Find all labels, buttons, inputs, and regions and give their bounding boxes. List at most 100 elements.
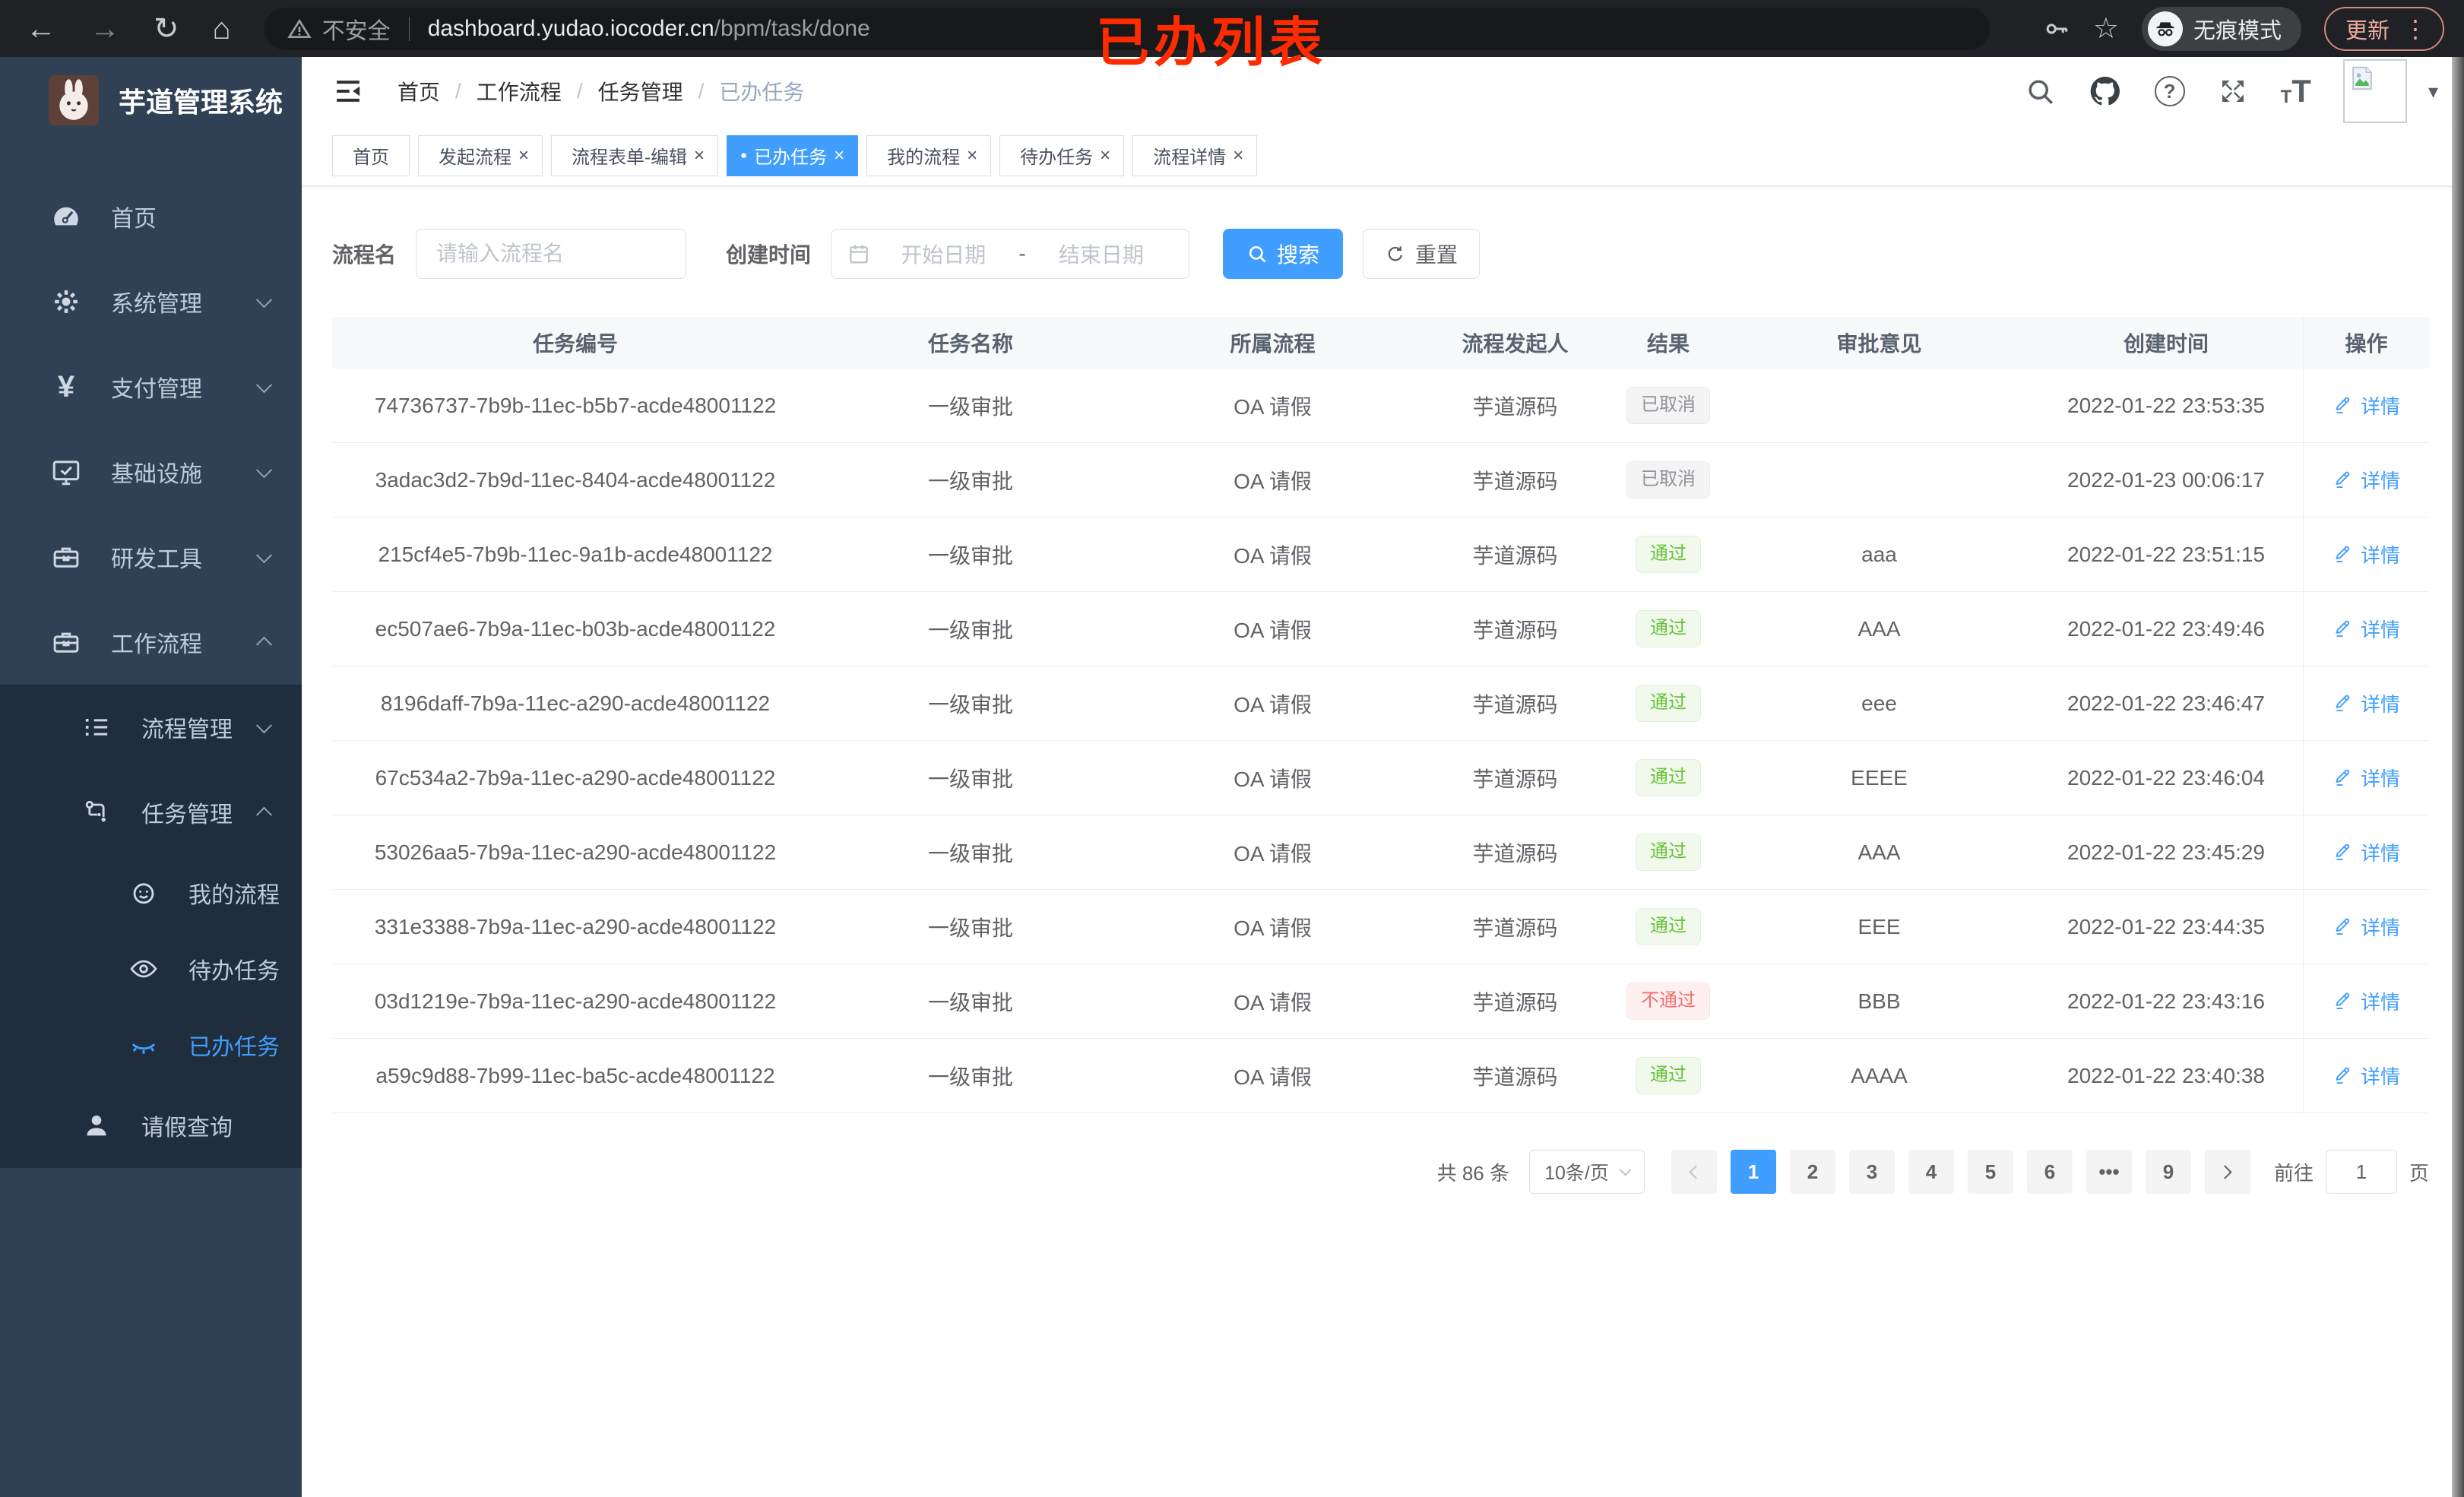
tags-view: 首页 发起流程 × 流程表单-编辑 × ● 已办任务 × 我的流程 × 待办任务 × 流程详…: [302, 125, 2464, 186]
avatar[interactable]: [2342, 59, 2407, 123]
tab-close-icon[interactable]: ×: [967, 144, 978, 166]
status-badge: 已取消: [1626, 461, 1710, 498]
create-time-cell: 2022-01-23 00:06:17: [2067, 467, 2265, 492]
sidebar-item-home[interactable]: 首页: [0, 174, 302, 259]
tab[interactable]: 流程详情 ×: [1132, 135, 1258, 176]
tab-close-icon[interactable]: ×: [834, 144, 845, 166]
search-button[interactable]: 搜索: [1223, 229, 1344, 279]
sidebar-item-todo-tasks[interactable]: 待办任务: [0, 931, 302, 1007]
detail-link[interactable]: 详情: [2333, 540, 2400, 568]
tab-close-icon[interactable]: ×: [694, 144, 705, 166]
search-button-label: 搜索: [1277, 243, 1320, 267]
address-bar[interactable]: 不安全 dashboard.yudao.iocoder.cn/bpm/task/…: [264, 7, 1990, 50]
end-date-placeholder[interactable]: 结束日期: [1058, 243, 1144, 267]
tab[interactable]: 流程表单-编辑 ×: [551, 135, 719, 176]
sidebar-item-system[interactable]: 系统管理: [0, 259, 302, 344]
next-page-button[interactable]: [2204, 1150, 2250, 1194]
detail-link[interactable]: 详情: [2333, 987, 2400, 1015]
tab[interactable]: 待办任务 ×: [999, 135, 1125, 176]
app-title: 芋道管理系统: [119, 87, 283, 118]
page-number-button[interactable]: •••: [2086, 1150, 2132, 1194]
sidebar-item-done-tasks[interactable]: 已办任务: [0, 1007, 302, 1083]
detail-link[interactable]: 详情: [2333, 1062, 2400, 1090]
sidebar-item-infrastructure[interactable]: 基础设施: [0, 429, 302, 514]
starter-cell: 芋道源码: [1472, 916, 1558, 940]
toolbox-icon: [49, 626, 84, 658]
detail-link[interactable]: 详情: [2333, 689, 2400, 717]
reset-button[interactable]: 重置: [1363, 229, 1481, 279]
fullscreen-icon[interactable]: [2217, 75, 2249, 107]
update-button[interactable]: 更新 ⋮: [2323, 6, 2444, 51]
caret-down-icon[interactable]: ▾: [2428, 79, 2438, 103]
table-row: 215cf4e5-7b9b-11ec-9a1b-acde48001122 一级审…: [332, 517, 2429, 592]
tab-close-icon[interactable]: ×: [518, 144, 530, 166]
detail-link[interactable]: 详情: [2333, 391, 2400, 419]
sidebar-collapse-icon[interactable]: [332, 75, 364, 107]
tab-close-icon[interactable]: ×: [1100, 144, 1111, 166]
status-badge: 通过: [1636, 610, 1701, 647]
prev-page-button[interactable]: [1671, 1150, 1717, 1194]
tab[interactable]: 首页: [332, 135, 410, 176]
sidebar-item-my-process[interactable]: 我的流程: [0, 855, 302, 931]
create-time-cell: 2022-01-22 23:43:16: [2067, 989, 2265, 1013]
page-number-button[interactable]: 4: [1908, 1150, 1954, 1194]
user-icon: [79, 1110, 114, 1141]
process-name-input[interactable]: [416, 229, 687, 279]
bookmark-star-icon[interactable]: ☆: [2092, 13, 2119, 45]
detail-link[interactable]: 详情: [2333, 466, 2400, 494]
sidebar-item-payment[interactable]: ¥ 支付管理: [0, 344, 302, 429]
github-icon[interactable]: [2088, 74, 2123, 109]
sidebar-item-workflow[interactable]: 工作流程: [0, 600, 302, 685]
column-header: 结果: [1646, 332, 1690, 356]
detail-link[interactable]: 详情: [2333, 838, 2400, 866]
browser-home-button[interactable]: ⌂: [212, 11, 231, 46]
help-icon[interactable]: ?: [2154, 76, 2185, 106]
key-icon[interactable]: [2043, 15, 2070, 43]
flow-icon: [79, 797, 114, 828]
table-body: 74736737-7b9b-11ec-b5b7-acde48001122 一级审…: [332, 369, 2429, 1113]
browser-reload-button[interactable]: ↻: [154, 11, 179, 46]
sidebar-item-devtools[interactable]: 研发工具: [0, 514, 302, 600]
detail-link[interactable]: 详情: [2333, 913, 2400, 941]
filter-form: 流程名 创建时间 开始日期 - 结束日期 搜索 重置: [332, 229, 2464, 279]
breadcrumb-home[interactable]: 首页: [397, 81, 441, 104]
breadcrumb-workflow[interactable]: 工作流程: [476, 81, 562, 104]
sidebar-item-leave-query[interactable]: 请假查询: [0, 1083, 302, 1168]
page-number-button[interactable]: 3: [1848, 1150, 1895, 1194]
start-date-placeholder[interactable]: 开始日期: [901, 243, 987, 267]
tab[interactable]: ● 已办任务 ×: [727, 135, 859, 176]
page-number-button[interactable]: 1: [1730, 1150, 1776, 1194]
incognito-icon: [2147, 11, 2183, 46]
app-logo[interactable]: 芋道管理系统: [0, 57, 302, 144]
detail-link[interactable]: 详情: [2333, 764, 2400, 792]
page-jump-input[interactable]: [2325, 1150, 2397, 1194]
breadcrumb-task-management[interactable]: 任务管理: [597, 81, 683, 104]
page-number-button[interactable]: 6: [2026, 1150, 2073, 1194]
detail-link[interactable]: 详情: [2333, 615, 2400, 643]
status-badge: 通过: [1636, 536, 1701, 573]
sidebar-item-task-management[interactable]: 任务管理: [0, 770, 302, 855]
column-header: 任务编号: [532, 332, 618, 356]
operation-cell: 详情: [2303, 1039, 2429, 1112]
tab[interactable]: 我的流程 ×: [866, 135, 992, 176]
page-number-button[interactable]: 2: [1789, 1150, 1835, 1194]
browser-back-button[interactable]: ←: [26, 11, 56, 46]
page-number-button[interactable]: 5: [1967, 1150, 2013, 1194]
page-number-button[interactable]: 9: [2145, 1150, 2191, 1194]
divider: [408, 16, 410, 41]
browser-menu-icon[interactable]: ⋮: [2403, 14, 2428, 43]
tab[interactable]: 发起流程 ×: [418, 135, 543, 176]
date-range-picker[interactable]: 开始日期 - 结束日期: [831, 229, 1190, 279]
page-size-select[interactable]: 10条/页: [1528, 1150, 1645, 1194]
incognito-badge[interactable]: 无痕模式: [2141, 6, 2301, 51]
browser-forward-button[interactable]: →: [90, 11, 120, 46]
search-icon[interactable]: [2024, 75, 2056, 107]
operation-cell: 详情: [2303, 890, 2429, 964]
tab-close-icon[interactable]: ×: [1233, 144, 1244, 166]
create-time-cell: 2022-01-22 23:49:46: [2067, 616, 2265, 641]
sidebar-item-process-management[interactable]: 流程管理: [0, 685, 302, 770]
operation-cell: 详情: [2303, 815, 2429, 889]
